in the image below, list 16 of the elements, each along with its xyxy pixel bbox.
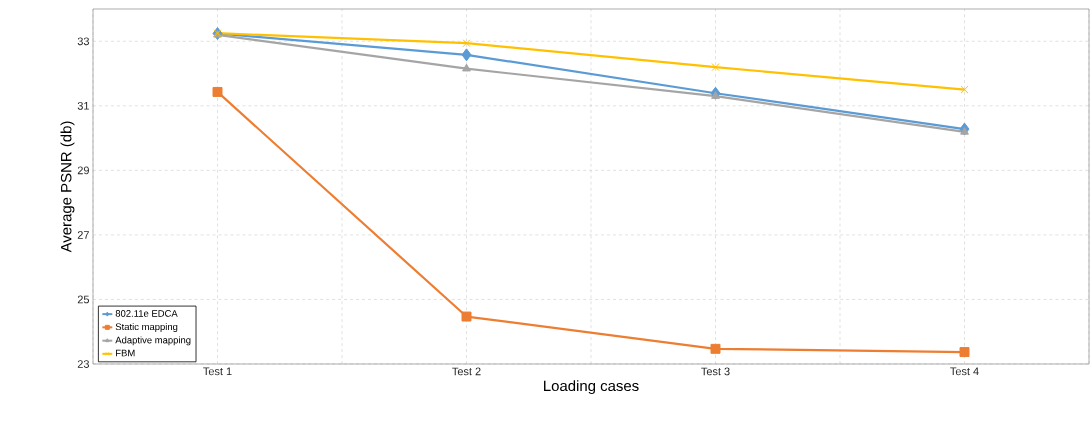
legend-label: FBM [116, 349, 135, 357]
y-tick-label: 33 [77, 37, 89, 46]
y-tick-label: 29 [77, 166, 89, 175]
x-tick-label: Test 4 [950, 367, 979, 376]
y-tick-label: 23 [77, 360, 89, 368]
x-tick-label: Test 3 [701, 367, 730, 376]
legend-label: Adaptive mapping [115, 336, 191, 346]
x-tick-label: Test 1 [203, 367, 232, 376]
y-tick-label: 31 [77, 101, 89, 110]
legend-label: 802.11e EDCA [115, 310, 178, 317]
y-tick-label: 25 [77, 295, 90, 304]
legend-label: Static mapping [115, 323, 178, 332]
y-tick-label: 27 [77, 231, 89, 239]
x-tick-label: Test 2 [452, 367, 481, 376]
y-axis-title: Average PSNR (db) [60, 121, 75, 253]
x-axis-title: Loading cases [544, 380, 639, 395]
